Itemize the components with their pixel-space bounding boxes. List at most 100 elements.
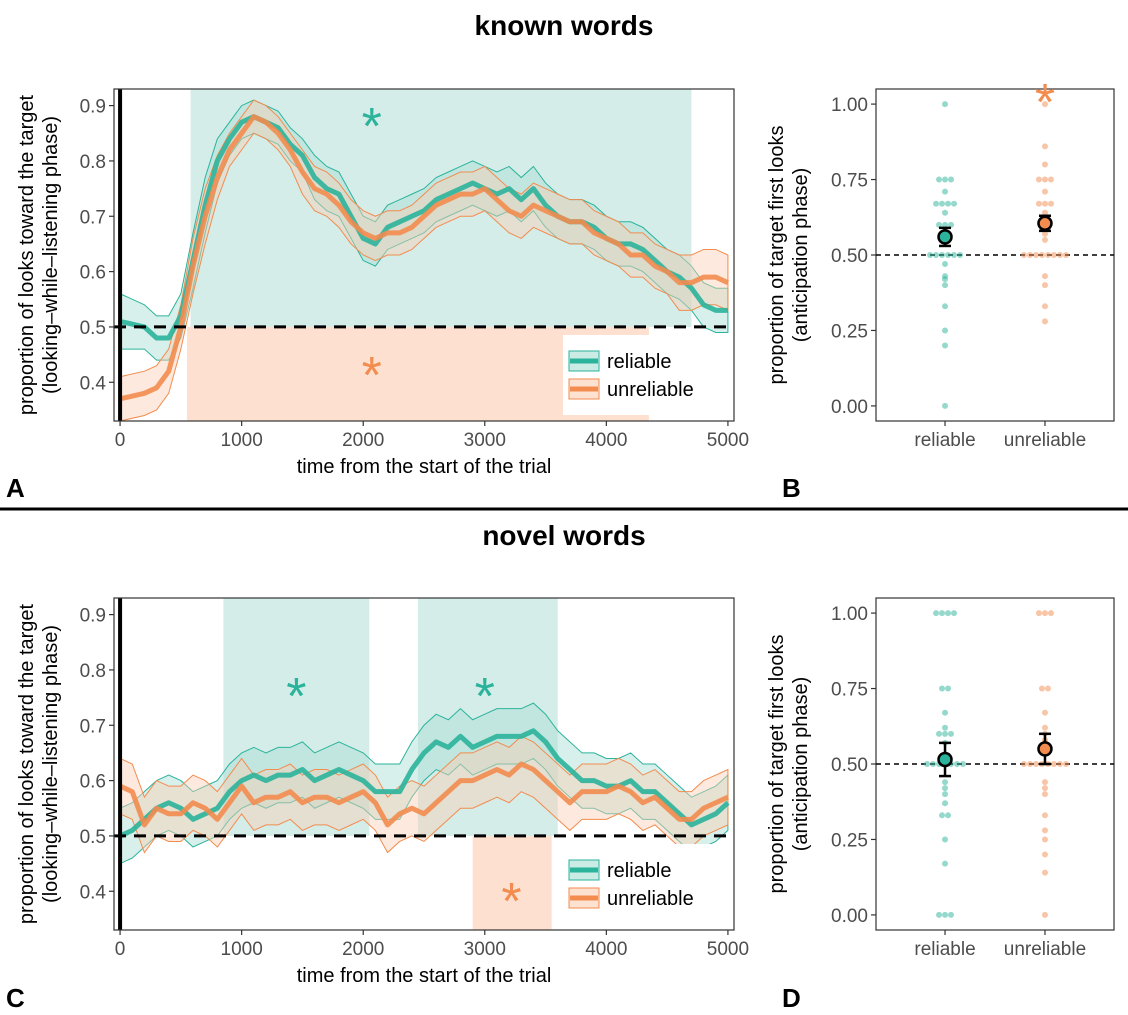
panel-c-line-chart: * * * 0.4 0.5 0.6 0.7 0.8 0.9 0 1000 2000 3000 4000 50…: [6, 597, 749, 1013]
data-point-unreliable: [1041, 827, 1048, 834]
data-point-reliable: [942, 779, 949, 786]
data-point-reliable: [924, 761, 931, 767]
series-line-unreliable: [119, 761, 729, 828]
significance-star-unreliable: *: [362, 347, 382, 405]
y-tick-label: 1.00: [831, 95, 868, 116]
data-point-reliable: [942, 730, 949, 737]
data-point-unreliable: [1041, 161, 1048, 168]
series-line-unreliable: [119, 114, 729, 402]
data-point-unreliable: [1041, 200, 1048, 207]
data-point-reliable: [954, 761, 961, 767]
data-point-unreliable: [1020, 761, 1027, 767]
significance-star-unreliable: *: [501, 873, 521, 931]
y-tick-label: 0.6: [80, 263, 106, 284]
data-point-unreliable: [1041, 911, 1048, 918]
data-point-reliable: [933, 252, 940, 258]
y-tick-label: 0.50: [831, 755, 868, 776]
legend-label-unreliable: unreliable: [607, 888, 694, 910]
x-tick-label: 3000: [464, 430, 506, 451]
data-point-reliable: [945, 200, 952, 207]
data-point-reliable: [951, 610, 958, 617]
mean-point-unreliable: [1037, 215, 1053, 232]
data-point-reliable: [942, 176, 949, 183]
data-point-unreliable: [1026, 252, 1033, 258]
data-point-unreliable: [1041, 869, 1048, 876]
title-novel-words: novel words: [482, 520, 645, 551]
ci-ribbon-reliable: [119, 99, 729, 361]
data-point-reliable: [942, 724, 949, 731]
y-axis-label-line2: (anticipation phase): [790, 677, 812, 852]
y-tick-label: 0.4: [80, 882, 107, 903]
data-point-unreliable: [1047, 176, 1054, 183]
data-point-unreliable: [1041, 791, 1048, 798]
series-line-reliable: [119, 114, 728, 341]
y-tick-label: 0.8: [80, 152, 106, 173]
y-tick-label: 0.9: [80, 606, 106, 627]
title-known-words: known words: [475, 10, 654, 41]
y-tick-label: 1.00: [831, 604, 868, 625]
legend-label-unreliable: unreliable: [607, 379, 694, 401]
data-point-reliable: [951, 200, 958, 207]
y-tick-label: 0.75: [831, 171, 868, 192]
data-point-unreliable: [1056, 761, 1063, 767]
significance-star-reliable: *: [475, 668, 495, 726]
series-line-reliable: [119, 728, 730, 839]
data-point-reliable: [948, 911, 955, 918]
x-tick-label: 5000: [707, 430, 749, 451]
legend-box: [563, 335, 728, 415]
data-point-reliable: [942, 911, 949, 918]
data-point-reliable: [942, 836, 949, 843]
x-tick-label-unreliable: unreliable: [1004, 430, 1086, 451]
data-point-reliable: [942, 860, 949, 867]
data-point-reliable: [942, 327, 949, 334]
y-tick-label: 0.7: [80, 207, 106, 228]
panel-d-dot-plot: 0.00 0.25 0.50 0.75 1.00 reliable unreliable pr…: [766, 597, 1115, 1013]
data-point-reliable: [930, 761, 937, 767]
data-point-unreliable: [1041, 303, 1048, 310]
data-point-reliable: [942, 188, 949, 195]
y-axis-label-line1: proportion of looks toward the target: [16, 603, 38, 924]
x-tick-label: 2000: [342, 939, 384, 960]
data-point-reliable: [942, 261, 949, 268]
x-tick-label: 4000: [585, 939, 627, 960]
significance-star-reliable: *: [362, 98, 382, 156]
legend-box: [563, 844, 728, 924]
data-point-unreliable: [1041, 236, 1048, 243]
data-point-reliable: [942, 209, 949, 216]
data-point-reliable: [939, 685, 946, 692]
data-point-unreliable: [1047, 610, 1054, 617]
y-tick-label: 0.25: [831, 321, 868, 342]
plot-frame: [113, 597, 735, 931]
data-point-unreliable: [1062, 252, 1069, 258]
data-point-unreliable: [1032, 761, 1039, 767]
x-tick-label: 2000: [342, 430, 384, 451]
ci-ribbon-unreliable: [119, 735, 729, 854]
x-tick-label: 0: [115, 430, 126, 451]
y-tick-label: 0.75: [831, 680, 868, 701]
data-point-unreliable: [1041, 188, 1048, 195]
significance-region-unreliable: [472, 835, 552, 930]
data-point-unreliable: [1041, 101, 1048, 108]
plot-frame: [113, 88, 735, 422]
x-tick-label: 5000: [707, 939, 749, 960]
data-point-reliable: [939, 812, 946, 819]
significance-star-unreliable: *: [1035, 74, 1055, 132]
data-point-unreliable: [1041, 318, 1048, 325]
data-point-reliable: [942, 791, 949, 798]
data-point-unreliable: [1041, 785, 1048, 792]
data-point-unreliable: [1041, 709, 1048, 716]
data-point-reliable: [948, 730, 955, 737]
y-axis-label-line1: proportion of target first looks: [766, 634, 788, 893]
y-tick-label: 0.00: [831, 906, 868, 927]
data-point-reliable: [942, 101, 949, 108]
data-point-unreliable: [1044, 252, 1051, 258]
x-tick-label: 1000: [221, 939, 263, 960]
x-tick-label-reliable: reliable: [914, 939, 975, 960]
data-point-unreliable: [1047, 200, 1054, 207]
significance-star-reliable: *: [286, 668, 306, 726]
y-axis-label-line1: proportion of looks toward the target: [16, 94, 38, 415]
data-point-unreliable: [1020, 252, 1027, 258]
panel-letter: A: [6, 473, 25, 503]
data-point-reliable: [936, 176, 943, 183]
